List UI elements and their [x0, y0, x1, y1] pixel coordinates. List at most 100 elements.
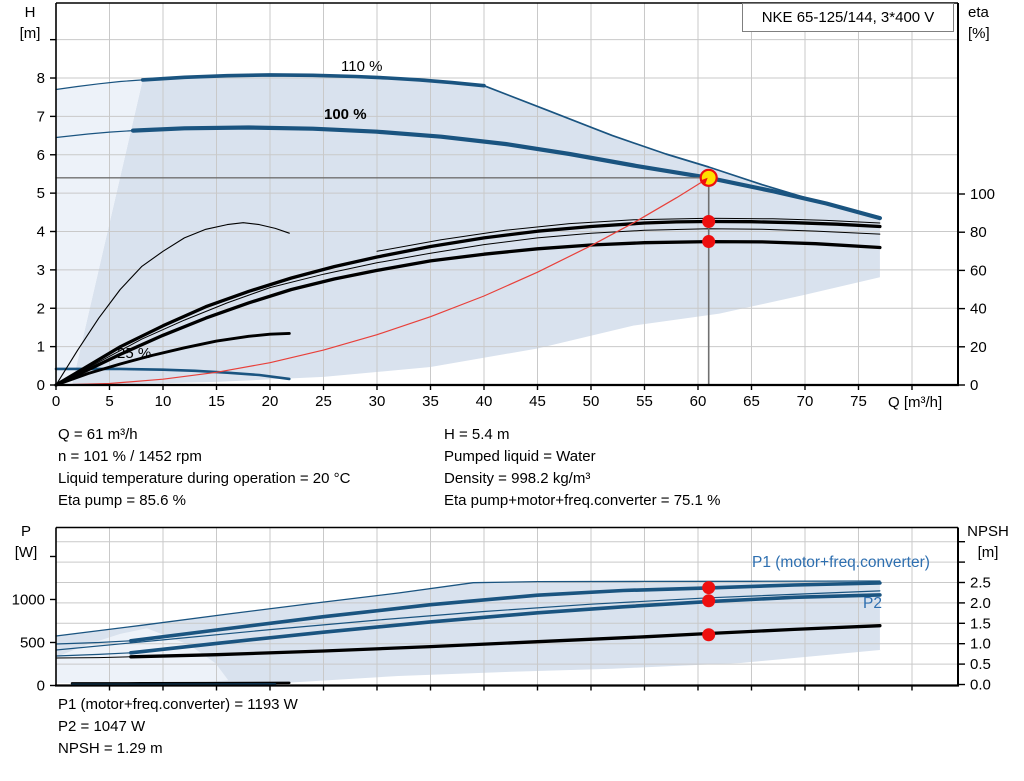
left-axis-tick-label: 7 [37, 108, 45, 125]
eta-axis-title-line1: eta [968, 4, 989, 21]
right-axis-tick-label: 0 [970, 377, 978, 394]
q-axis-title: Q [m³/h] [888, 394, 943, 411]
power-envelope [56, 581, 880, 684]
left-axis-tick-label: 5 [37, 185, 45, 202]
speed-25-label: 25 % [117, 345, 152, 362]
speed-100-label: 100 % [324, 106, 367, 123]
info-eta-total: Eta pump+motor+freq.converter = 75.1 % [444, 492, 721, 509]
left-axis-tick-label: 500 [20, 634, 45, 651]
p2-curve [129, 593, 882, 655]
right-axis-tick-label: 1.0 [970, 636, 991, 653]
right-axis-tick-label: 2.5 [970, 574, 991, 591]
p1-envelope-top [55, 580, 881, 637]
x-axis-tick-label: 75 [850, 393, 867, 410]
right-axis-tick-label: 1.5 [970, 615, 991, 632]
npsh-curve [129, 624, 882, 659]
h-axis-title-line2: [m] [19, 25, 41, 42]
x-axis-tick-label: 5 [105, 393, 113, 410]
x-axis-tick-label: 60 [690, 393, 707, 410]
p-axis-title-line1: P [20, 523, 31, 540]
npsh-axis-title-line2: [m] [977, 544, 999, 561]
duty-result-block: P1 (motor+freq.converter) = 1193 W P2 = … [58, 696, 298, 762]
left-axis-tick-label: 4 [37, 224, 45, 241]
npsh-lead [55, 656, 132, 659]
left-axis-tick-label: 3 [37, 262, 45, 279]
x-axis-tick-label: 0 [52, 393, 60, 410]
speed-envelope [72, 74, 880, 386]
x-axis-tick-label: 50 [583, 393, 600, 410]
eta-total-25 [54, 331, 291, 387]
p-axis-title: P [W] [8, 521, 44, 563]
info-flow: Q = 61 m³/h [58, 426, 138, 443]
eta-pump-point [702, 215, 716, 229]
info-head: H = 5.4 m [444, 426, 510, 443]
eta-axis-title-line2: [%] [968, 25, 990, 42]
left-axis-tick-label: 0 [37, 678, 45, 695]
p1-curve-lead [55, 640, 132, 645]
x-axis-tick-label: 40 [476, 393, 493, 410]
pump-model-badge: NKE 65-125/144, 3*400 V [742, 3, 954, 32]
result-npsh: NPSH = 1.29 m [58, 740, 163, 757]
right-axis-tick-label: 80 [970, 224, 987, 241]
info-pumped-liquid: Pumped liquid = Water [444, 448, 596, 465]
info-speed: n = 101 % / 1452 rpm [58, 448, 202, 465]
right-axis-tick-label: 0.0 [970, 677, 991, 694]
right-axis-tick-label: 0.5 [970, 656, 991, 673]
eta-pump-curve [54, 219, 882, 387]
eta-axis-title: eta [%] [968, 2, 990, 44]
eta-pump-25 [55, 222, 290, 386]
curve-110 [140, 73, 486, 88]
npsh-point [702, 628, 716, 642]
p1-point [702, 581, 716, 595]
x-axis-tick-label: 55 [636, 393, 653, 410]
right-axis-tick-label: 60 [970, 262, 987, 279]
left-axis-tick-label: 0 [37, 377, 45, 394]
x-axis-tick-label: 25 [315, 393, 332, 410]
x-axis-tick-label: 70 [797, 393, 814, 410]
result-p1: P1 (motor+freq.converter) = 1193 W [58, 696, 298, 713]
right-axis-tick-label: 20 [970, 339, 987, 356]
right-axis-tick-label: 40 [970, 301, 987, 318]
curve-100 [130, 125, 883, 221]
eta-thin-upper [376, 217, 881, 252]
info-density: Density = 998.2 kg/m³ [444, 470, 591, 487]
low-speed-power [70, 681, 291, 685]
p2-point [702, 594, 716, 608]
right-axis-tick-label: 2.0 [970, 595, 991, 612]
h-axis-title-line1: H [24, 4, 36, 21]
left-axis-tick-label: 8 [37, 70, 45, 87]
npsh-axis-title: NPSH [m] [962, 521, 1014, 563]
left-axis-tick-label: 1 [37, 339, 45, 356]
control-curve [55, 177, 710, 386]
result-p2: P2 = 1047 W [58, 718, 146, 735]
x-axis-tick-label: 35 [422, 393, 439, 410]
pump-model-text: NKE 65-125/144, 3*400 V [761, 9, 935, 26]
eta-total-curve [54, 239, 882, 387]
p1-curve [129, 581, 882, 643]
info-liquid-temp: Liquid temperature during operation = 20… [58, 470, 351, 487]
x-axis-tick-label: 45 [529, 393, 546, 410]
p2-envelope-top [55, 590, 881, 651]
duty-point-arrow-icon [699, 177, 708, 186]
p-axis-title-line2: [W] [14, 544, 38, 561]
speed-110-label: 110 % [341, 58, 383, 75]
npsh-axis-title-line1: NPSH [967, 523, 1009, 540]
info-eta-pump: Eta pump = 85.6 % [58, 492, 186, 509]
curve-110-lead [55, 79, 144, 91]
p2-curve-lead [55, 652, 132, 657]
h-axis-title: H [m] [14, 2, 46, 44]
left-axis-tick-label: 6 [37, 147, 45, 164]
eta-total-point [702, 235, 716, 249]
x-axis-tick-label: 20 [262, 393, 279, 410]
curve-25 [54, 367, 291, 381]
p2-curve-label: P2 [863, 595, 882, 612]
curve-100-lead [55, 130, 134, 139]
duty-info-right: H = 5.4 m Pumped liquid = Water Density … [444, 426, 720, 514]
x-axis-tick-label: 10 [155, 393, 172, 410]
p1-curve-label: P1 (motor+freq.converter) [752, 554, 930, 571]
duty-info-left: Q = 61 m³/h n = 101 % / 1452 rpm Liquid … [58, 426, 350, 514]
left-axis-tick-label: 1000 [12, 591, 45, 608]
x-axis-tick-label: 30 [369, 393, 386, 410]
